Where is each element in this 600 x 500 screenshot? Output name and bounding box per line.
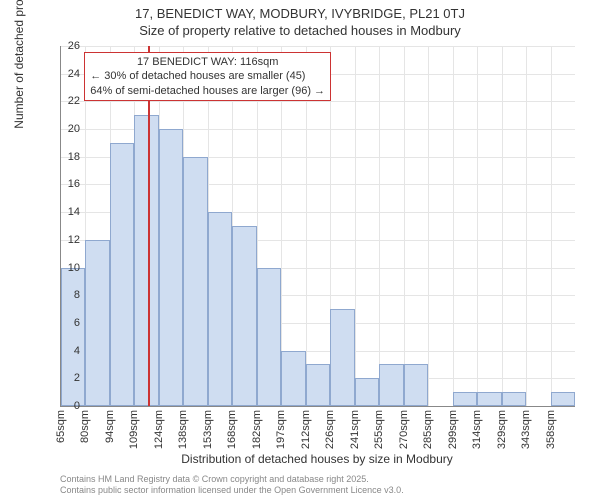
footer-attribution: Contains HM Land Registry data © Crown c… [60,474,404,496]
ytick-label: 0 [50,400,80,412]
xtick-label: 80sqm [79,410,91,443]
annotation-line-1: 17 BENEDICT WAY: 116sqm [90,55,325,69]
histogram-bar [110,143,134,406]
ytick-label: 22 [50,95,80,107]
ytick-label: 26 [50,40,80,52]
xtick-label: 124sqm [153,410,165,449]
ytick-label: 6 [50,317,80,329]
annotation-line-2: ← 30% of detached houses are smaller (45… [90,69,325,83]
gridline-v [355,46,356,406]
gridline-v [404,46,405,406]
ytick-label: 10 [50,262,80,274]
gridline-h [61,46,575,47]
xtick-label: 241sqm [349,410,361,449]
histogram-bar [404,364,428,406]
xtick-label: 255sqm [373,410,385,449]
histogram-bar [257,268,281,406]
xtick-label: 212sqm [300,410,312,449]
gridline-v [428,46,429,406]
ytick-label: 8 [50,289,80,301]
x-axis-label: Distribution of detached houses by size … [60,452,574,466]
ytick-label: 18 [50,151,80,163]
histogram-bar [379,364,403,406]
title-sub: Size of property relative to detached ho… [0,21,600,38]
histogram-bar [232,226,256,406]
xtick-label: 343sqm [520,410,532,449]
xtick-label: 358sqm [545,410,557,449]
ytick-label: 12 [50,234,80,246]
title-main: 17, BENEDICT WAY, MODBURY, IVYBRIDGE, PL… [0,0,600,21]
histogram-bar [306,364,330,406]
histogram-bar [208,212,232,406]
xtick-label: 109sqm [128,410,140,449]
xtick-label: 168sqm [226,410,238,449]
histogram-bar [477,392,501,406]
gridline-h [61,101,575,102]
xtick-label: 270sqm [398,410,410,449]
histogram-bar [183,157,207,406]
gridline-v [453,46,454,406]
histogram-bar [134,115,158,406]
xtick-label: 153sqm [202,410,214,449]
histogram-bar [453,392,477,406]
gridline-v [526,46,527,406]
histogram-bar [85,240,109,406]
footer-line-2: Contains public sector information licen… [60,485,404,496]
xtick-label: 299sqm [447,410,459,449]
histogram-bar [502,392,526,406]
histogram-bar [330,309,354,406]
gridline-v [477,46,478,406]
ytick-label: 20 [50,123,80,135]
gridline-v [502,46,503,406]
xtick-label: 138sqm [177,410,189,449]
histogram-bar [355,378,379,406]
histogram-bar [159,129,183,406]
annotation-line-3: 64% of semi-detached houses are larger (… [90,84,325,98]
xtick-label: 314sqm [471,410,483,449]
xtick-label: 182sqm [251,410,263,449]
y-axis-label: Number of detached properties [12,0,26,226]
xtick-label: 329sqm [496,410,508,449]
xtick-label: 65sqm [55,410,67,443]
xtick-label: 226sqm [324,410,336,449]
plot: 65sqm80sqm94sqm109sqm124sqm138sqm153sqm1… [60,46,575,407]
gridline-v [551,46,552,406]
histogram-bar [281,351,305,406]
ytick-label: 2 [50,372,80,384]
ytick-label: 14 [50,206,80,218]
gridline-v [379,46,380,406]
ytick-label: 4 [50,345,80,357]
ytick-label: 16 [50,178,80,190]
histogram-bar [551,392,575,406]
xtick-label: 94sqm [104,410,116,443]
ytick-label: 24 [50,68,80,80]
annotation-box: 17 BENEDICT WAY: 116sqm← 30% of detached… [84,52,331,101]
xtick-label: 197sqm [275,410,287,449]
xtick-label: 285sqm [422,410,434,449]
chart-area: 65sqm80sqm94sqm109sqm124sqm138sqm153sqm1… [60,46,574,406]
footer-line-1: Contains HM Land Registry data © Crown c… [60,474,404,485]
